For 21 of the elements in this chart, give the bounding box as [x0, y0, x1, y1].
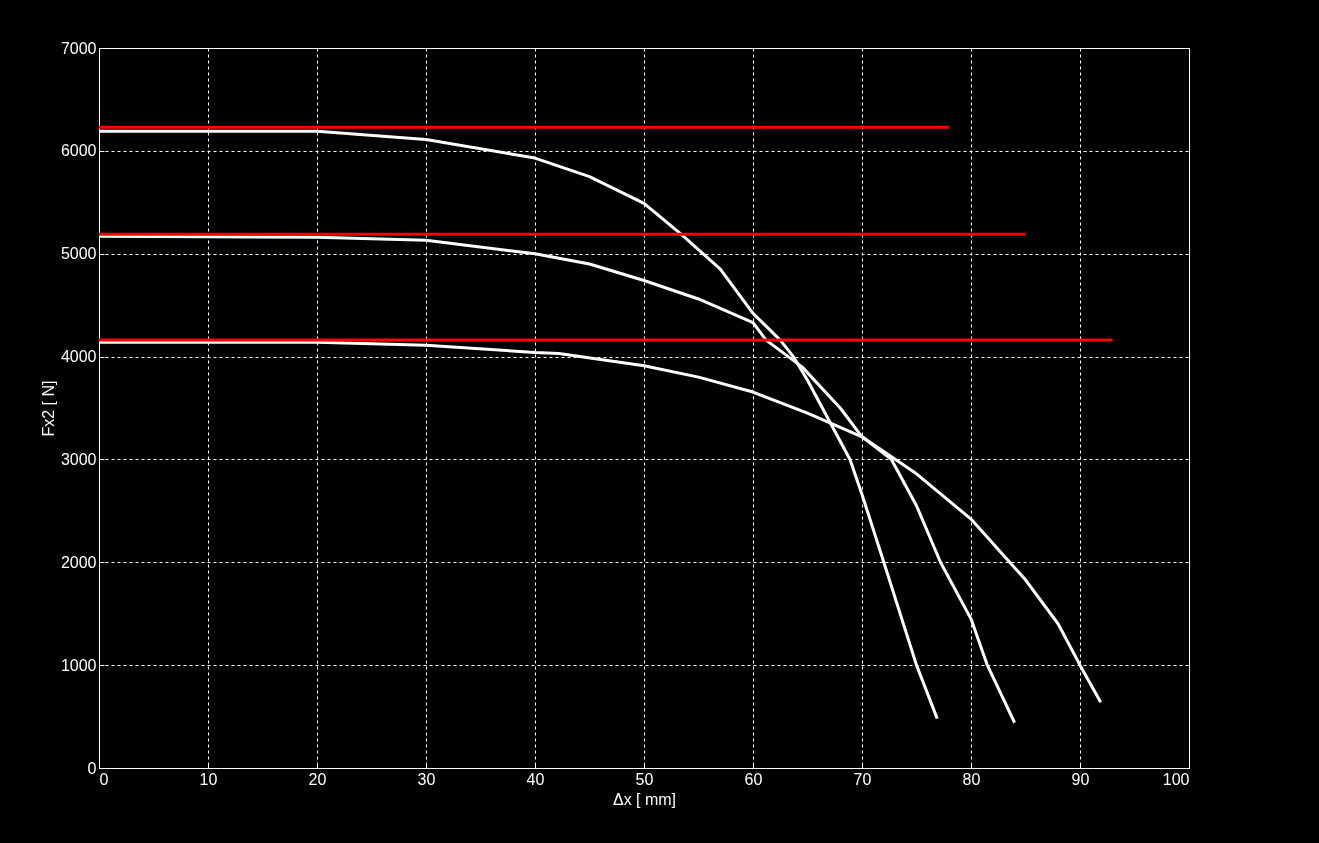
x-tick-label: 10: [199, 770, 218, 788]
x-tick-label: 100: [1162, 770, 1190, 788]
y-tick-label: 3000: [60, 450, 97, 468]
y-tick-label: 1000: [60, 656, 97, 674]
x-tick-label: 60: [744, 770, 763, 788]
y-tick-label: 0: [87, 759, 97, 777]
x-axis-title: Δx [ mm]: [612, 790, 677, 808]
x-tick-label: 40: [526, 770, 545, 788]
x-tick-label: 90: [1071, 770, 1090, 788]
x-tick-label: 70: [853, 770, 872, 788]
y-tick-label: 6000: [60, 142, 97, 160]
x-tick-label: 20: [308, 770, 327, 788]
y-tick-label: 7000: [60, 39, 97, 57]
y-tick-label: 4000: [60, 348, 97, 366]
x-tick-label: 80: [962, 770, 981, 788]
y-tick-label: 5000: [60, 245, 97, 263]
x-tick-label: 50: [635, 770, 654, 788]
x-tick-label: 0: [99, 770, 109, 788]
y-axis-title: Fx2 [ N]: [39, 380, 57, 437]
x-tick-label: 30: [417, 770, 436, 788]
y-tick-label: 2000: [60, 553, 97, 571]
